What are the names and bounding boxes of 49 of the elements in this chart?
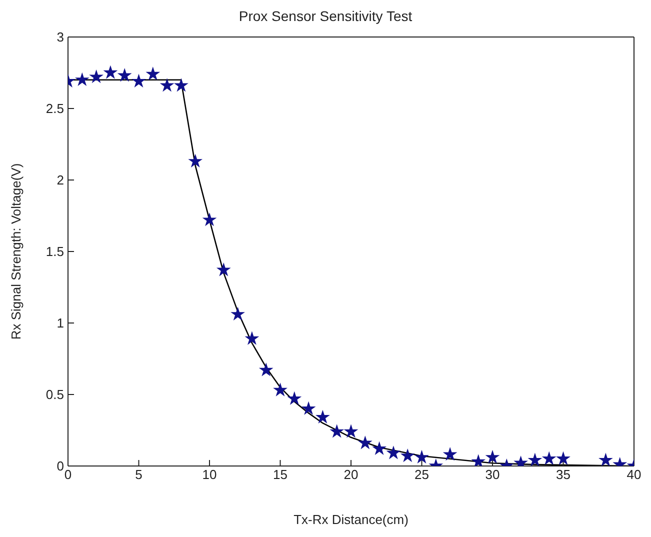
y-tick-label: 1 <box>56 316 64 331</box>
point <box>471 454 486 466</box>
point <box>528 452 542 466</box>
y-tick-label: 2.5 <box>46 101 64 116</box>
point <box>74 72 90 86</box>
point <box>287 391 302 405</box>
point <box>202 212 217 226</box>
point <box>372 441 386 455</box>
chart-title: Prox Sensor Sensitivity Test <box>238 8 414 26</box>
point <box>301 401 316 415</box>
point <box>386 446 401 460</box>
y-tick-label: 0.5 <box>46 387 64 402</box>
x-tick-label: 10 <box>202 467 217 482</box>
x-tick-label: 40 <box>626 467 642 482</box>
point <box>216 262 231 276</box>
point <box>344 424 358 438</box>
point <box>556 451 570 465</box>
point <box>230 306 245 321</box>
point <box>160 78 174 92</box>
point <box>244 331 260 345</box>
y-axis-title: Rx Signal Strength: Voltage(V) <box>8 163 24 340</box>
y-tick-label: 3 <box>56 30 64 45</box>
point <box>316 410 330 424</box>
point <box>258 362 274 376</box>
point <box>132 74 146 88</box>
point <box>598 452 613 466</box>
x-axis-title: Tx-Rx Distance(cm) <box>294 512 408 527</box>
point <box>485 450 500 464</box>
point <box>188 154 203 168</box>
x-tick-label: 5 <box>135 467 142 482</box>
y-tick-label: 1.5 <box>46 244 64 260</box>
point <box>103 65 118 79</box>
point <box>146 66 160 80</box>
point <box>117 68 132 82</box>
point <box>400 448 415 462</box>
point <box>273 382 288 396</box>
x-tick-label: 30 <box>485 467 500 482</box>
x-tick-label: 25 <box>414 467 429 482</box>
x-tick-label: 15 <box>273 467 288 482</box>
point <box>414 450 429 464</box>
x-tick-label: 35 <box>556 467 570 482</box>
point <box>542 451 556 465</box>
point <box>330 424 344 438</box>
point <box>174 78 188 92</box>
y-tick-label: 2 <box>56 172 64 188</box>
point <box>442 447 458 461</box>
x-tick-label: 20 <box>344 467 358 482</box>
point <box>358 436 372 450</box>
point <box>89 69 104 84</box>
